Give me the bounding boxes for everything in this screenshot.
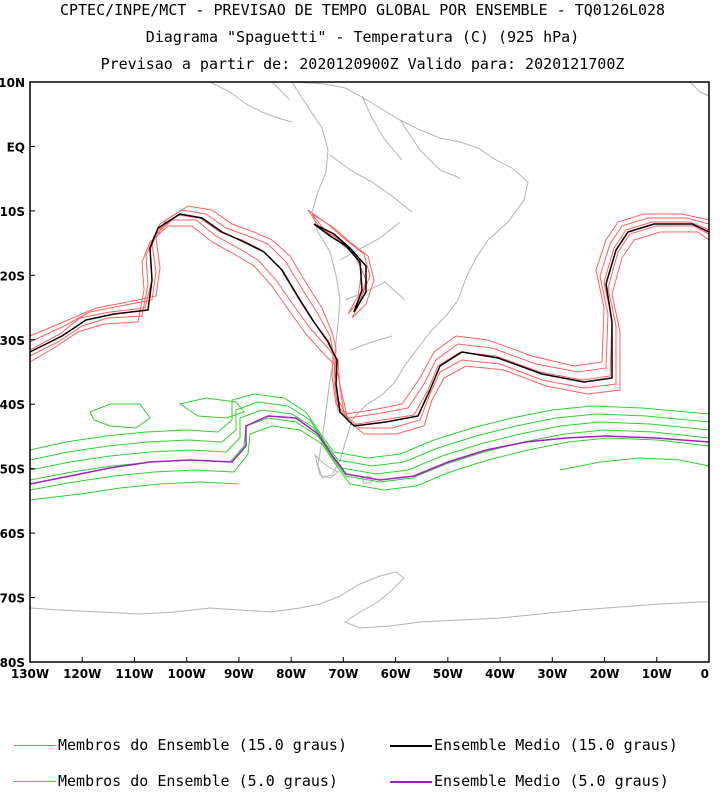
member-5-line [89, 403, 151, 429]
forecast-validity: Previsao a partir de: 2020120900Z Valido… [100, 55, 625, 73]
member-15-line [307, 209, 371, 315]
legend-label-members-15: Membros do Ensemble (15.0 graus) [58, 736, 347, 754]
ensemble-mean-5 [29, 415, 710, 485]
chart-subtitle: Diagrama "Spaguetti" - Temperatura (C) (… [145, 28, 580, 46]
lat-tick-label: 40S [0, 398, 25, 412]
country-borders [329, 95, 461, 351]
member-5-line [178, 397, 245, 419]
tierra-del-fuego [314, 453, 339, 479]
member-15-line [29, 219, 710, 429]
lon-tick-label: 60W [381, 667, 411, 681]
ensemble-members-5 [29, 393, 710, 501]
legend-label-mean-15: Ensemble Medio (15.0 graus) [434, 736, 678, 754]
member-5-line [29, 457, 710, 501]
lon-tick-label: 0 [701, 667, 709, 681]
member-5-line [29, 393, 710, 459]
legend-label-mean-5: Ensemble Medio (5.0 graus) [434, 772, 669, 790]
member-15-line [29, 205, 710, 415]
lon-tick-label: 90W [224, 667, 254, 681]
lon-tick-label: 20W [590, 667, 620, 681]
legend-swatch-members-5 [14, 781, 56, 782]
central-america-coast [209, 81, 293, 123]
ensemble-mean-15-loop [313, 223, 367, 313]
coastlines [29, 81, 710, 629]
legend-swatch-mean-5 [390, 781, 432, 783]
lat-tick-label: 50S [0, 463, 25, 477]
lon-tick-label: 70W [328, 667, 358, 681]
south-america-coast [291, 81, 529, 479]
lat-tick-label: 10N [0, 76, 25, 90]
lat-tick-label: 20S [0, 269, 25, 283]
lon-tick-label: 120W [63, 667, 101, 681]
lon-tick-label: 110W [115, 667, 153, 681]
lon-tick-label: 130W [11, 667, 49, 681]
lat-tick-label: 80S [0, 656, 25, 670]
lat-tick-label: 70S [0, 592, 25, 606]
map-frame [29, 81, 710, 663]
lat-tick-label: 10S [0, 205, 25, 219]
lat-tick-label: 30S [0, 334, 25, 348]
ensemble-members-15 [29, 205, 710, 435]
member-15-line [29, 225, 710, 435]
ensemble-mean-15 [29, 213, 710, 427]
legend-swatch-members-15 [14, 745, 56, 746]
lon-tick-label: 30W [537, 667, 567, 681]
lat-tick-label: 60S [0, 527, 25, 541]
falklands [361, 475, 373, 485]
lon-tick-label: 10W [642, 667, 672, 681]
lat-tick-label: EQ [7, 140, 25, 154]
latitude-axis: 10N EQ 10S 20S 30S 40S 50S 60S 70S 80S [0, 76, 35, 670]
member-15-line [29, 214, 710, 426]
lon-tick-label: 100W [168, 667, 206, 681]
lon-tick-label: 40W [485, 667, 515, 681]
longitude-axis: 130W 120W 110W 100W 90W 80W 70W 60W 50W 40W 30W 20W… [11, 657, 710, 681]
legend-label-members-5: Membros do Ensemble (5.0 graus) [58, 772, 338, 790]
member-5-line [29, 425, 710, 491]
lon-tick-label: 80W [276, 667, 306, 681]
legend-swatch-mean-15 [390, 745, 432, 747]
lon-tick-label: 50W [433, 667, 463, 681]
member-5-line [29, 401, 710, 467]
africa-coast [689, 81, 710, 97]
chart-title: CPTEC/INPE/MCT - PREVISAO DE TEMPO GLOBA… [59, 1, 666, 19]
member-15-line [29, 209, 710, 419]
antarctica-coast [29, 571, 709, 629]
